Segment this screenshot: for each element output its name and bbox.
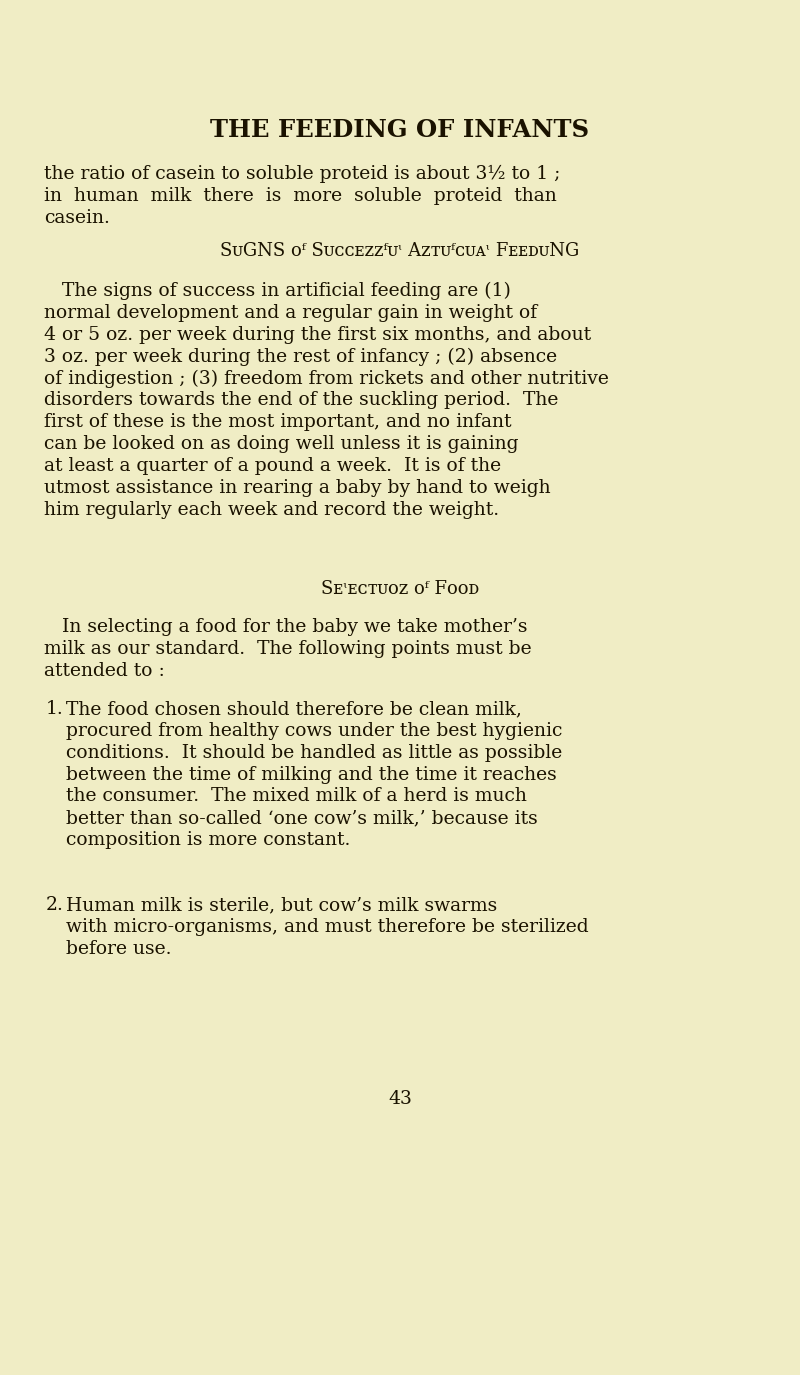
Text: normal development and a regular gain in weight of: normal development and a regular gain in…	[44, 304, 537, 322]
Text: 3 oz. per week during the rest of infancy ; (2) absence: 3 oz. per week during the rest of infanc…	[44, 348, 557, 366]
Text: first of these is the most important, and no infant: first of these is the most important, an…	[44, 414, 511, 432]
Text: 1.: 1.	[46, 700, 64, 718]
Text: at least a quarter of a pound a week.  It is of the: at least a quarter of a pound a week. It…	[44, 456, 501, 474]
Text: disorders towards the end of the suckling period.  The: disorders towards the end of the sucklin…	[44, 392, 558, 410]
Text: 4 or 5 oz. per week during the first six months, and about: 4 or 5 oz. per week during the first six…	[44, 326, 591, 344]
Text: 2.: 2.	[46, 896, 64, 914]
Text: Sᴇᶥᴇᴄᴛᴜᴏᴢ ᴏᶠ Fᴏᴏᴅ: Sᴇᶥᴇᴄᴛᴜᴏᴢ ᴏᶠ Fᴏᴏᴅ	[321, 580, 479, 598]
Text: between the time of milking and the time it reaches: between the time of milking and the time…	[66, 766, 557, 784]
Text: in  human  milk  there  is  more  soluble  proteid  than: in human milk there is more soluble prot…	[44, 187, 557, 205]
Text: of indigestion ; (3) freedom from rickets and other nutritive: of indigestion ; (3) freedom from ricket…	[44, 370, 609, 388]
Text: attended to :: attended to :	[44, 661, 165, 679]
Text: 43: 43	[388, 1090, 412, 1108]
Text: with micro-organisms, and must therefore be sterilized: with micro-organisms, and must therefore…	[66, 918, 589, 936]
Text: In selecting a food for the baby we take mother’s: In selecting a food for the baby we take…	[44, 617, 527, 637]
Text: casein.: casein.	[44, 209, 110, 227]
Text: SᴜGNS ᴏᶠ Sᴜᴄᴄᴇᴢᴢᶠᴜᶥ Aᴢᴛᴜᶠᴄᴜᴀᶥ FᴇᴇᴅᴜNG: SᴜGNS ᴏᶠ Sᴜᴄᴄᴇᴢᴢᶠᴜᶥ Aᴢᴛᴜᶠᴄᴜᴀᶥ FᴇᴇᴅᴜNG	[220, 242, 580, 260]
Text: milk as our standard.  The following points must be: milk as our standard. The following poin…	[44, 639, 532, 657]
Text: before use.: before use.	[66, 939, 171, 958]
Text: The food chosen should therefore be clean milk,: The food chosen should therefore be clea…	[66, 700, 522, 718]
Text: the consumer.  The mixed milk of a herd is much: the consumer. The mixed milk of a herd i…	[66, 788, 527, 806]
Text: conditions.  It should be handled as little as possible: conditions. It should be handled as litt…	[66, 744, 562, 762]
Text: can be looked on as doing well unless it is gaining: can be looked on as doing well unless it…	[44, 434, 518, 454]
Text: The signs of success in artificial feeding are (1): The signs of success in artificial feedi…	[44, 282, 511, 300]
Text: procured from healthy cows under the best hygienic: procured from healthy cows under the bes…	[66, 722, 562, 740]
Text: him regularly each week and record the weight.: him regularly each week and record the w…	[44, 500, 499, 518]
Text: THE FEEDING OF INFANTS: THE FEEDING OF INFANTS	[210, 118, 590, 142]
Text: better than so-called ‘one cow’s milk,’ because its: better than so-called ‘one cow’s milk,’ …	[66, 810, 538, 828]
Text: utmost assistance in rearing a baby by hand to weigh: utmost assistance in rearing a baby by h…	[44, 478, 550, 496]
Text: composition is more constant.: composition is more constant.	[66, 832, 350, 850]
Text: the ratio of casein to soluble proteid is about 3½ to 1 ;: the ratio of casein to soluble proteid i…	[44, 165, 560, 183]
Text: Human milk is sterile, but cow’s milk swarms: Human milk is sterile, but cow’s milk sw…	[66, 896, 498, 914]
